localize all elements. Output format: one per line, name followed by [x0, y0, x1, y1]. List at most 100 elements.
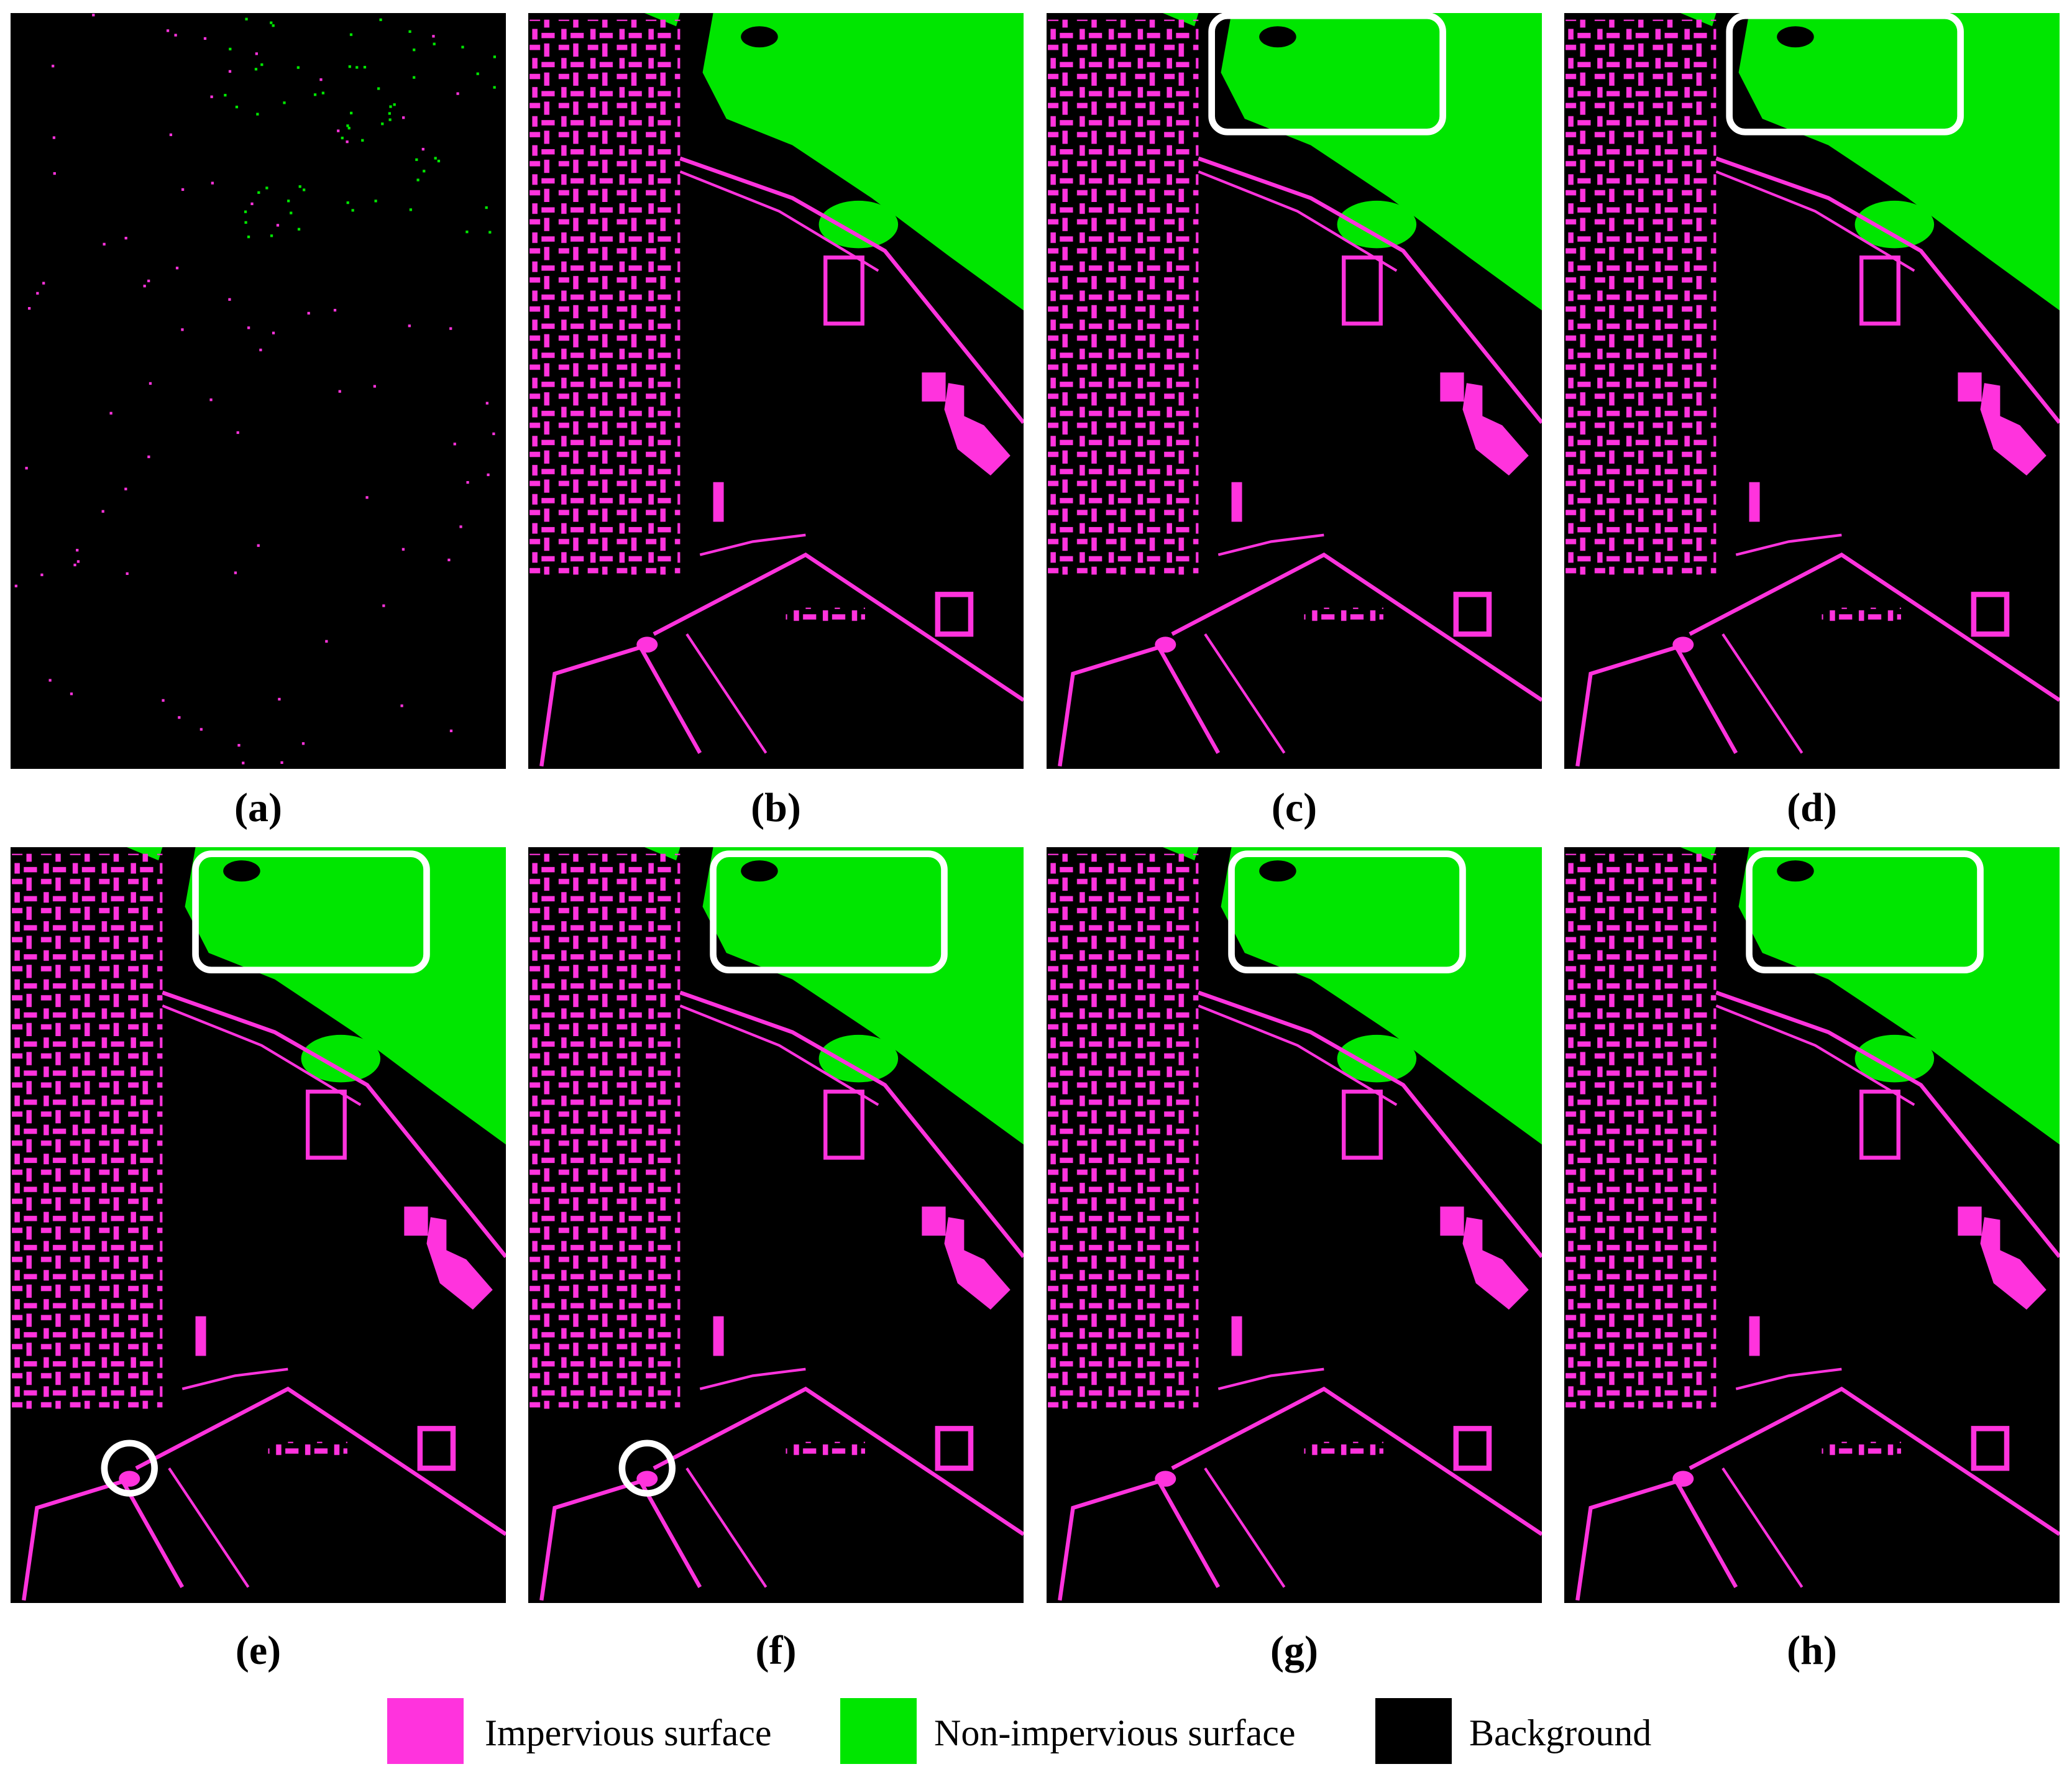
pixel — [70, 692, 73, 696]
pixel — [257, 544, 260, 547]
pixel — [290, 211, 293, 214]
pixel — [278, 697, 281, 701]
highlight-box — [710, 850, 948, 974]
pixel — [229, 47, 232, 51]
map-panel — [11, 13, 506, 769]
pixel — [181, 188, 185, 191]
pixel — [381, 122, 384, 126]
pixel — [432, 35, 435, 38]
panel-label: (a) — [234, 785, 282, 830]
pixel — [48, 679, 52, 682]
pixel — [203, 37, 207, 40]
highlight-box — [192, 850, 430, 974]
pixel — [166, 29, 170, 32]
pixel — [388, 112, 391, 115]
pixel — [260, 63, 264, 67]
pixel — [255, 52, 258, 55]
pixel — [124, 487, 127, 490]
pixel — [303, 188, 306, 191]
pixel — [400, 704, 403, 707]
pixel — [247, 326, 250, 329]
pixel — [181, 328, 184, 331]
pixel — [485, 402, 488, 405]
pixel — [211, 181, 214, 185]
pixel — [350, 111, 353, 115]
highlight-box — [1228, 850, 1466, 974]
pixel — [147, 455, 150, 459]
pixel — [256, 113, 259, 116]
pixel — [321, 91, 325, 94]
pixel — [237, 743, 241, 747]
pixel — [228, 70, 232, 73]
pixel — [453, 443, 456, 446]
pixel — [174, 34, 177, 37]
pixel — [373, 385, 376, 388]
pixel — [413, 76, 416, 79]
pixel — [270, 234, 273, 237]
pixel — [337, 129, 340, 132]
map-scene — [1047, 13, 1542, 769]
pixel — [53, 172, 56, 175]
pixel — [307, 311, 310, 315]
map-scene — [528, 13, 1024, 769]
pixel — [276, 224, 280, 227]
pixel — [42, 282, 45, 285]
panel-label: (f) — [755, 1628, 797, 1673]
panel-label: (b) — [751, 785, 801, 830]
pixel — [423, 170, 426, 173]
pixel — [178, 716, 181, 719]
pixel — [449, 729, 453, 732]
pixel — [143, 285, 146, 288]
map-panel — [11, 847, 506, 1603]
pixel — [297, 227, 301, 231]
pixel — [296, 66, 300, 69]
pixel — [52, 136, 56, 139]
legend-swatch — [840, 1698, 917, 1764]
pixel — [257, 191, 260, 194]
pixel — [374, 200, 377, 203]
pixel — [270, 21, 273, 24]
map-scene — [528, 847, 1024, 1603]
pixel — [408, 30, 411, 33]
pixel — [250, 202, 254, 206]
pixel — [466, 480, 469, 484]
panel-label: (e) — [235, 1628, 282, 1673]
pixel — [488, 231, 492, 234]
pixel — [147, 279, 150, 283]
pixel — [73, 563, 76, 567]
legend-label: Impervious surface — [485, 1712, 772, 1753]
map-scene — [11, 847, 506, 1603]
pixel — [175, 267, 179, 270]
pixel — [365, 496, 369, 499]
pixel — [416, 178, 419, 181]
highlight-circle — [101, 1440, 158, 1497]
pixel — [235, 105, 239, 109]
pixel — [459, 525, 462, 528]
pixel — [361, 139, 364, 142]
pixel — [409, 208, 413, 211]
pixel — [346, 201, 349, 204]
pixel — [162, 699, 165, 702]
pixel — [351, 209, 354, 212]
highlight-box — [1746, 850, 1984, 974]
pixel — [199, 728, 203, 731]
pixel — [272, 331, 275, 334]
pixel — [242, 761, 245, 765]
pixel — [349, 33, 353, 36]
pixel — [492, 432, 495, 436]
pixel — [447, 558, 451, 562]
pixel — [465, 230, 469, 234]
pixel — [379, 18, 382, 21]
pixel — [236, 431, 239, 434]
legend-label: Background — [1469, 1712, 1652, 1753]
pixel — [103, 242, 106, 246]
pixel — [402, 116, 405, 119]
pixel — [25, 467, 28, 470]
pixel — [393, 103, 396, 106]
pixel — [245, 17, 248, 21]
pixel — [346, 124, 349, 127]
map-panel — [1047, 847, 1542, 1603]
pixel — [487, 473, 490, 477]
panel-label: (g) — [1270, 1628, 1318, 1673]
map-panel — [528, 847, 1024, 1603]
